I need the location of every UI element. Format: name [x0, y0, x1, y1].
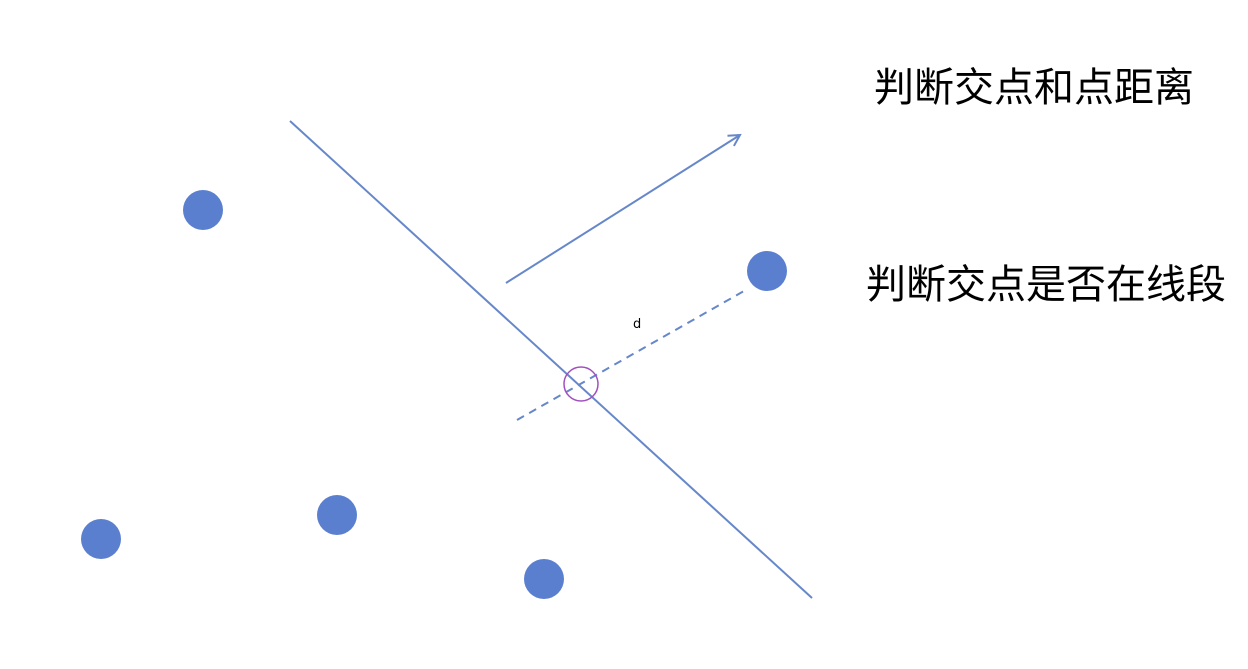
point-5	[524, 559, 564, 599]
heading-distance-check: 判断交点和点距离	[874, 65, 1194, 111]
main-line	[289, 120, 813, 599]
direction-arrow	[505, 135, 740, 284]
heading-segment-check: 判断交点是否在线段	[866, 262, 1226, 308]
distance-dashed-line	[516, 290, 745, 421]
intersection-circle	[563, 366, 599, 402]
point-3	[317, 495, 357, 535]
point-4	[81, 519, 121, 559]
point-1	[183, 190, 223, 230]
distance-label: d	[633, 317, 641, 332]
point-2	[747, 251, 787, 291]
